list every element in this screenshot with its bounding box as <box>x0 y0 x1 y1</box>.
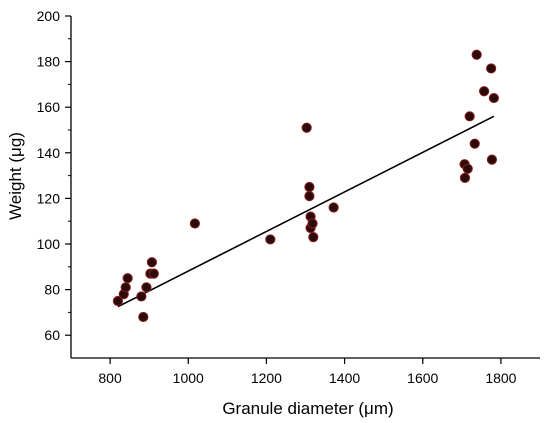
trendline-group <box>117 115 495 308</box>
data-point <box>146 257 158 268</box>
y-tick-label: 60 <box>44 327 60 343</box>
y-axis-title: Weight (μg) <box>6 132 25 220</box>
y-tick-label: 160 <box>37 99 61 115</box>
data-point <box>112 295 124 307</box>
y-axis-ticks: 60 80 100 120 140 160 180 200 <box>37 8 71 343</box>
data-point <box>486 63 497 74</box>
data-point <box>459 172 471 183</box>
plot-axes <box>70 16 540 359</box>
data-point <box>328 202 339 213</box>
trendline <box>117 115 495 308</box>
data-point <box>122 273 133 284</box>
x-axis-title: Granule diameter (μm) <box>222 399 393 418</box>
x-tick-label: 1400 <box>329 370 360 386</box>
y-tick-label: 120 <box>37 190 61 206</box>
data-point <box>136 291 147 302</box>
x-tick-label: 1000 <box>173 370 204 386</box>
data-point <box>304 191 315 202</box>
data-point <box>486 154 498 165</box>
data-point <box>464 111 475 122</box>
data-point <box>265 234 276 245</box>
y-tick-label: 80 <box>44 282 60 298</box>
x-tick-label: 1600 <box>407 370 438 386</box>
data-point <box>138 311 149 323</box>
x-tick-label: 1200 <box>251 370 282 386</box>
data-point <box>308 232 319 243</box>
data-point <box>471 49 482 60</box>
x-tick-label: 800 <box>98 370 122 386</box>
x-tick-label: 1800 <box>485 370 516 386</box>
data-points <box>112 49 499 323</box>
data-point <box>120 282 131 293</box>
data-point <box>304 181 315 193</box>
y-tick-label: 100 <box>37 236 61 252</box>
y-tick-label: 200 <box>37 8 61 24</box>
data-point <box>189 218 200 229</box>
data-point <box>141 282 152 293</box>
data-point <box>307 218 318 229</box>
data-point <box>479 86 490 97</box>
data-point <box>148 268 159 279</box>
y-tick-label: 180 <box>37 54 61 70</box>
data-point <box>301 122 312 133</box>
data-point <box>488 92 499 104</box>
data-point <box>469 138 480 149</box>
x-axis-ticks: 800 1000 1200 1400 1600 1800 <box>98 358 517 386</box>
y-tick-label: 140 <box>37 145 61 161</box>
data-point <box>462 163 473 174</box>
